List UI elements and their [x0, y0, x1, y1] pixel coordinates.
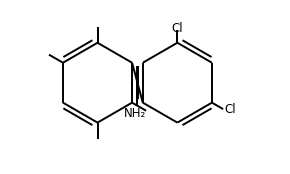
Text: NH₂: NH₂: [124, 108, 146, 121]
Text: Cl: Cl: [224, 103, 236, 116]
Text: Cl: Cl: [172, 22, 183, 35]
